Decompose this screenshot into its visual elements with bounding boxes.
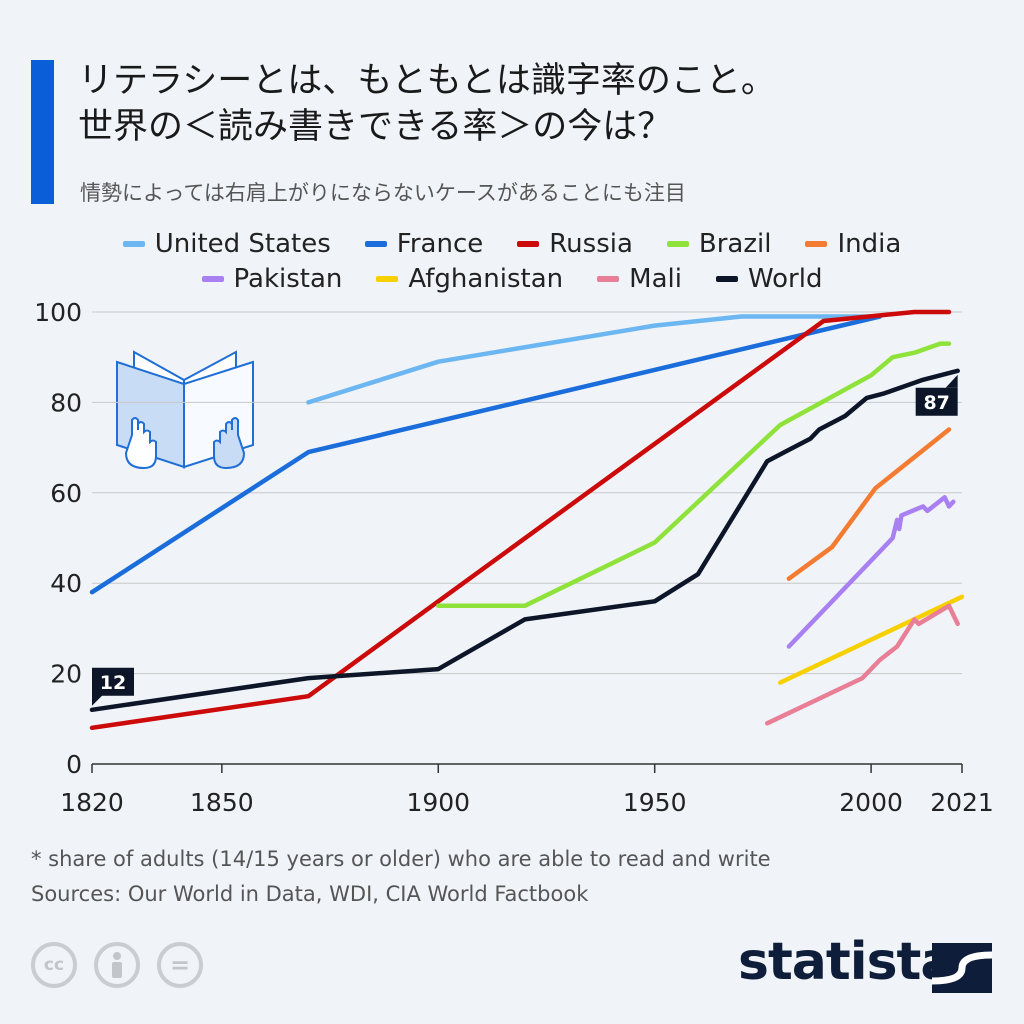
x-tick-label: 1820 — [60, 788, 124, 817]
legend-swatch — [122, 241, 145, 247]
legend-swatch — [376, 276, 399, 282]
line-chart: 0 20 40 60 80 100 1820 1850 1900 1950 2000 2021 12 8… — [34, 298, 994, 817]
book-illustration-icon — [116, 350, 254, 470]
legend-row-1: United States France Russia Brazil India — [0, 229, 1024, 259]
legend-swatch — [666, 241, 689, 247]
legend-swatch — [597, 276, 620, 282]
x-tick-label: 1900 — [406, 788, 470, 817]
annotation-pointer — [92, 693, 104, 706]
series-line-brazil — [436, 341, 952, 609]
legend-swatch — [517, 241, 540, 247]
legend-item[interactable]: United States — [122, 229, 331, 259]
x-tick-label: 2000 — [839, 788, 903, 817]
nd-label: = — [169, 951, 191, 979]
statista-logo[interactable]: statista — [738, 932, 955, 992]
y-tick-label: 40 — [50, 569, 82, 598]
sources: Sources: Our World in Data, WDI, CIA Wor… — [31, 882, 589, 906]
series-line-world — [89, 368, 960, 713]
cc-license-icon[interactable]: cc — [31, 942, 77, 988]
legend-item[interactable]: Russia — [517, 229, 633, 259]
x-tick-label: 1850 — [190, 788, 254, 817]
legend-label: Brazil — [698, 229, 772, 259]
series-line-pakistan — [786, 495, 956, 649]
series-line-united-states — [306, 314, 883, 405]
series-line-afghanistan — [777, 594, 965, 685]
title-accent-bar — [31, 60, 54, 204]
legend-item[interactable]: Mali — [597, 264, 682, 294]
legend-item[interactable]: Afghanistan — [376, 264, 563, 294]
legend-item[interactable]: World — [715, 264, 823, 294]
chart-subtitle: 情勢によっては右肩上がりにならないケースがあることにも注目 — [80, 181, 686, 205]
annotation-box — [915, 387, 958, 416]
legend-label: Pakistan — [233, 264, 343, 294]
series-line-france — [89, 314, 883, 595]
annotation-pointer — [945, 374, 958, 388]
legend-label: Russia — [549, 229, 633, 259]
series-line-russia — [89, 309, 952, 731]
x-tick-label: 2021 — [930, 788, 994, 817]
legend-item[interactable]: Brazil — [666, 229, 772, 259]
person-glyph-icon — [112, 952, 122, 978]
footnote: * share of adults (14/15 years or older)… — [31, 847, 771, 871]
legend-swatch — [715, 276, 738, 282]
legend-item[interactable]: Pakistan — [201, 264, 343, 294]
legend-swatch — [805, 241, 828, 247]
series-line-india — [786, 427, 952, 581]
legend-label: Mali — [629, 264, 682, 294]
cc-label: cc — [43, 955, 65, 975]
legend-swatch — [364, 241, 387, 247]
legend-label: India — [837, 229, 902, 259]
y-tick-label: 60 — [50, 479, 82, 508]
chart-title: リテラシーとは、もともとは識字率のこと。 世界の＜読み書きできる率＞の今は？ — [78, 61, 776, 147]
attribution-person-icon[interactable] — [94, 942, 140, 988]
statista-logo-mark-icon — [932, 943, 992, 993]
legend-label: France — [396, 229, 484, 259]
y-tick-label: 100 — [34, 298, 82, 327]
y-tick-label: 20 — [50, 660, 82, 689]
legend-item[interactable]: India — [805, 229, 901, 259]
y-tick-label: 80 — [50, 388, 82, 417]
legend-swatch — [201, 276, 224, 282]
legend-label: Afghanistan — [408, 264, 564, 294]
annotation-box — [92, 667, 134, 696]
annotation-label: 12 — [100, 672, 126, 694]
legend-row-2: Pakistan Afghanistan Mali World — [0, 264, 1024, 294]
x-tick-label: 1950 — [623, 788, 687, 817]
y-tick-label: 0 — [66, 750, 82, 779]
legend-label: World — [747, 264, 823, 294]
series-line-mali — [764, 603, 960, 726]
no-derivatives-icon[interactable]: = — [157, 942, 203, 988]
annotation-label: 87 — [923, 392, 949, 414]
legend-item[interactable]: France — [364, 229, 484, 259]
legend-label: United States — [154, 229, 331, 259]
